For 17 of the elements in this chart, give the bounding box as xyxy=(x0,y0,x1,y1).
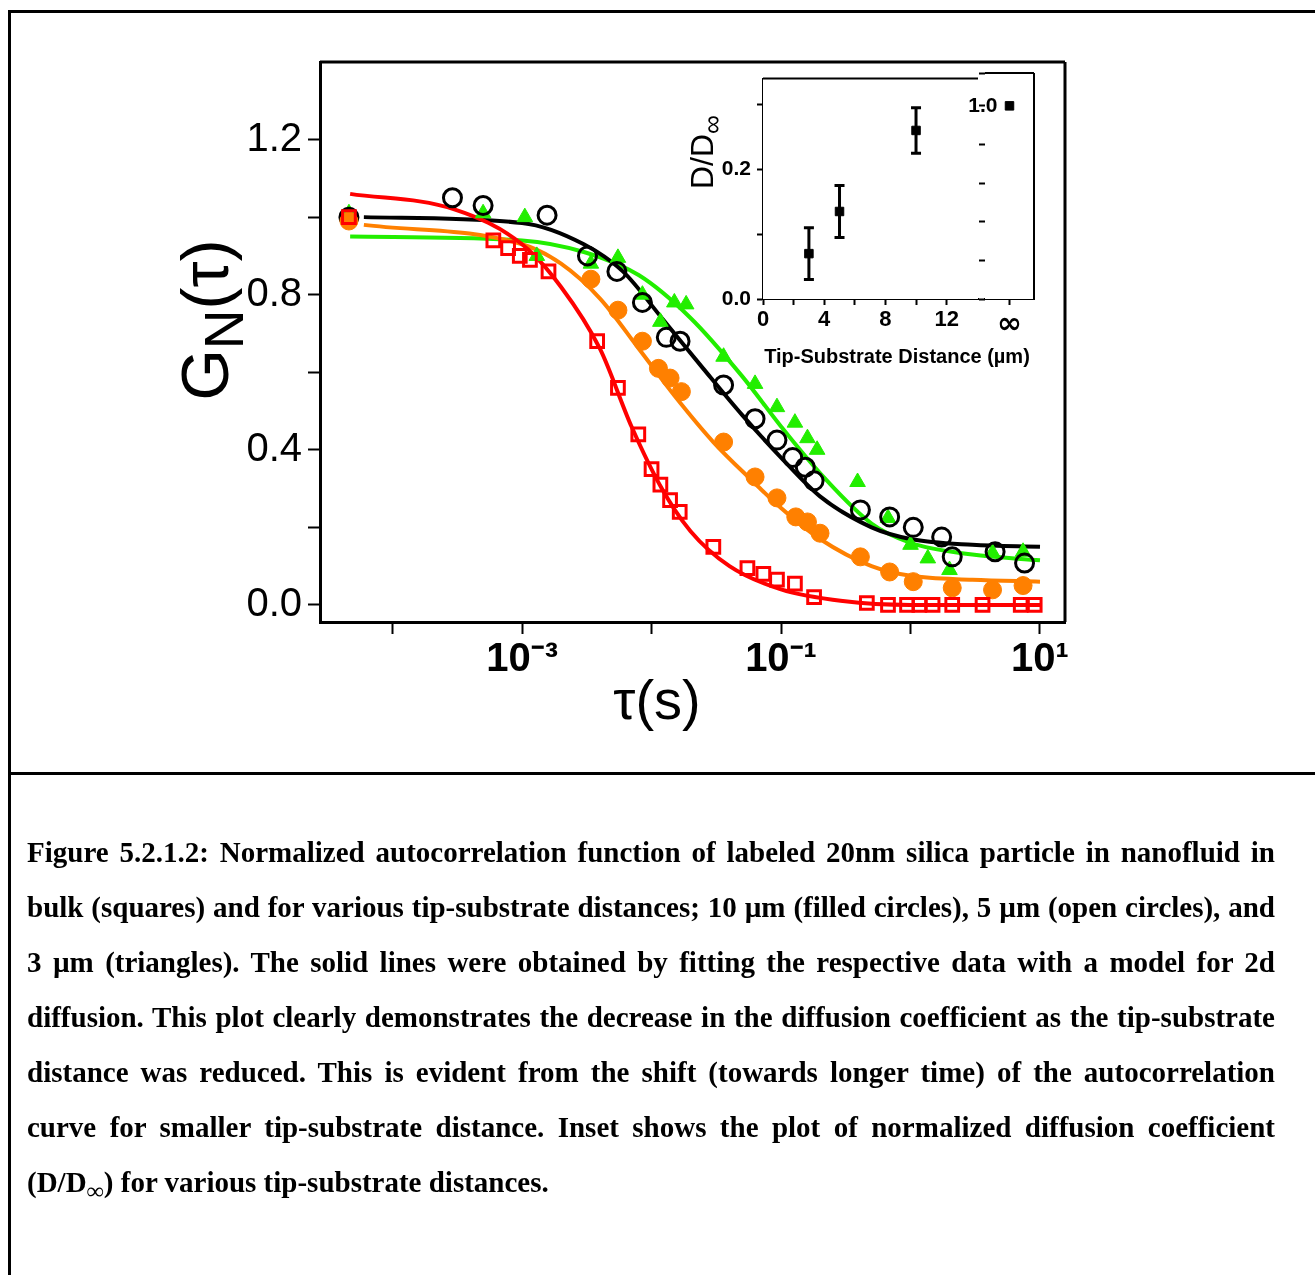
y-tick-label: 0.0 xyxy=(246,579,302,624)
x-tick-label: 10⁻³ xyxy=(486,635,558,680)
x-tick-label: 12 xyxy=(934,306,959,332)
x-tick-label: 10⁻¹ xyxy=(745,635,817,680)
x-tick-label: 0 xyxy=(756,306,770,332)
y-tick-label: 1.2 xyxy=(246,114,302,159)
y-tick-label: 0.2 xyxy=(721,156,751,180)
y-tick-label: 0.4 xyxy=(246,424,302,469)
x-tick-label: 8 xyxy=(879,306,892,332)
x-tick-label: 10¹ xyxy=(1011,635,1069,680)
category-label: ∞ xyxy=(997,304,1022,340)
x-axis-title: τ(s) xyxy=(613,668,701,731)
y-tick-label: 0.0 xyxy=(721,285,751,309)
x-tick-label: 4 xyxy=(818,306,832,332)
data-label: 1.0 xyxy=(968,92,998,116)
text: Figure 5.2.1.2: Normalized autocorrelation function of labeled 20nm silica particle in nanofluid in bulk (squares) and for various tip-substrate distances; 10 µm (filled circles), 5 µm (open circles), and 3 µm (triangles). The solid lines were obtained by fitting the respective data with a model for 2d diffusion. This plot clearly demonstrates the decrease in the diffusion coefficient as the tip-substrate distance was reduced. This is evident from the shift (towards longer time) of the autocorrelation curve for smaller tip-substrate distance. Inset shows the plot of normalized diffusion coefficient (D/D$_{∞}$) for various tip-substrate distances. xyxy=(27,836,1275,1204)
x-axis-title: Tip-Substrate Distance (µm) xyxy=(764,345,1030,367)
